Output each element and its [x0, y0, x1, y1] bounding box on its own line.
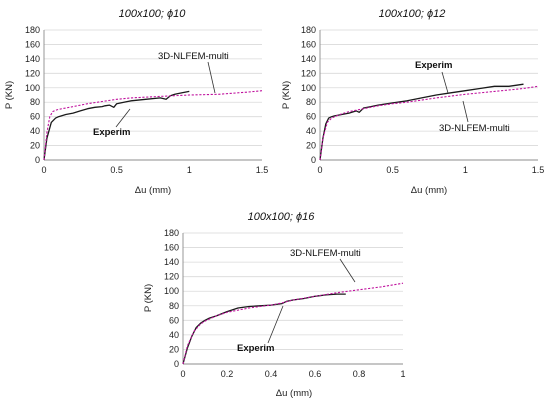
- chart-phi10-ytick-label: 0: [35, 155, 40, 165]
- chart-phi16-ytick-label: 0: [174, 359, 179, 369]
- chart-phi12-ytick-label: 60: [306, 112, 316, 122]
- chart-phi12-series: [319, 83, 539, 161]
- chart-phi12-ytick-label: 40: [306, 126, 316, 136]
- chart-phi12-xticks: 0 0.5 1 1.5: [317, 165, 544, 175]
- chart-phi10-ytick-label: 40: [30, 126, 40, 136]
- chart-phi12-ytick-label: 0: [311, 155, 316, 165]
- chart-phi16-series-experim: [182, 293, 346, 365]
- chart-phi12-grid: [320, 29, 538, 146]
- chart-phi16-ytick-label: 20: [169, 344, 179, 354]
- chart-phi12-annotation-model: 3D-NLFEM-multi: [439, 123, 510, 134]
- chart-phi12-annotation-experim: Experim: [415, 60, 453, 71]
- chart-phi10-xtick-label: 1: [187, 165, 192, 175]
- chart-phi12-ytick-label: 120: [301, 68, 316, 78]
- chart-phi16-xtick-label: 1: [400, 369, 405, 379]
- chart-phi16-xtick-label: 0.8: [353, 369, 366, 379]
- chart-phi16-xtick-label: 0.2: [221, 369, 234, 379]
- chart-phi10-ytick-label: 120: [25, 68, 40, 78]
- chart-phi12-leader-experim: [441, 71, 449, 94]
- chart-phi16-yticks: 0 20 40 60 80 100 120 140 160 180: [164, 228, 179, 369]
- chart-phi16-title: 100x100; ϕ16: [248, 211, 316, 223]
- chart-phi12-ytick-label: 160: [301, 39, 316, 49]
- chart-phi16-ytick-label: 140: [164, 257, 179, 267]
- chart-phi16-ylabel: P (KN): [143, 284, 154, 312]
- chart-phi12-xtick-label: 1.5: [532, 165, 545, 175]
- chart-phi10-ytick-label: 140: [25, 54, 40, 64]
- chart-phi16-series-3d-nlfem-multi: [182, 282, 404, 365]
- chart-phi16-ytick-label: 60: [169, 315, 179, 325]
- chart-phi16-ytick-label: 180: [164, 228, 179, 238]
- chart-phi10-ytick-label: 180: [25, 25, 40, 35]
- chart-phi12-ytick-label: 140: [301, 54, 316, 64]
- chart-phi16-xtick-label: 0: [180, 369, 185, 379]
- chart-phi10-leader-experim: [115, 108, 131, 128]
- chart-phi10-series-3d-nlfem-multi: [43, 90, 263, 161]
- chart-phi10-xtick-label: 1.5: [256, 165, 269, 175]
- chart-phi16-leader-experim: [267, 305, 284, 344]
- chart-phi12-leader-model: [462, 100, 469, 123]
- chart-phi12-series-experim: [319, 83, 524, 161]
- chart-phi16-ytick-label: 160: [164, 243, 179, 253]
- chart-phi16-grid: [183, 232, 403, 350]
- chart-phi12-xlabel: Δu (mm): [411, 185, 447, 196]
- chart-phi16-xtick-label: 0.4: [265, 369, 278, 379]
- chart-phi10-title: 100x100; ϕ10: [119, 8, 187, 20]
- chart-phi16-ytick-label: 40: [169, 330, 179, 340]
- chart-phi10-leader-model: [207, 61, 216, 94]
- chart-phi16-ytick-label: 80: [169, 301, 179, 311]
- chart-phi10-annotation-model: 3D-NLFEM-multi: [158, 51, 229, 62]
- chart-phi12-series-3d-nlfem-multi: [319, 85, 539, 161]
- chart-phi10-series-experim: [43, 90, 190, 161]
- chart-phi10-xtick-label: 0.5: [110, 165, 123, 175]
- chart-phi10-ytick-label: 60: [30, 112, 40, 122]
- chart-phi10-ytick-label: 100: [25, 83, 40, 93]
- chart-phi12-yticks: 0 20 40 60 80 100 120 140 160 180: [301, 25, 316, 165]
- chart-phi10-yticks: 0 20 40 60 80 100 120 140 160 180: [25, 25, 40, 165]
- chart-phi10-xtick-label: 0: [41, 165, 46, 175]
- chart-phi12-xtick-label: 1: [463, 165, 468, 175]
- chart-phi12-xtick-label: 0.5: [386, 165, 399, 175]
- chart-phi16-leader-model: [339, 258, 356, 283]
- chart-phi10-xticks: 0 0.5 1 1.5: [41, 165, 268, 175]
- chart-phi12-ytick-label: 20: [306, 141, 316, 151]
- chart-phi16-xticks: 0 0.2 0.4 0.6 0.8 1: [180, 369, 405, 379]
- chart-phi16-annotation-model: 3D-NLFEM-multi: [290, 248, 361, 259]
- chart-phi12-ytick-label: 80: [306, 97, 316, 107]
- chart-phi12-ylabel: P (KN): [281, 81, 292, 109]
- chart-phi10-xlabel: Δu (mm): [135, 185, 171, 196]
- chart-phi16-xlabel: Δu (mm): [276, 388, 312, 399]
- chart-phi16-xtick-label: 0.6: [309, 369, 322, 379]
- chart-phi10-grid: [44, 29, 262, 146]
- chart-phi10-ylabel: P (KN): [4, 81, 15, 109]
- chart-phi10-ytick-label: 80: [30, 97, 40, 107]
- chart-phi10-annotation-experim: Experim: [93, 127, 131, 138]
- chart-phi12-xtick-label: 0: [317, 165, 322, 175]
- chart-phi16-ytick-label: 120: [164, 272, 179, 282]
- chart-phi12-ytick-label: 180: [301, 25, 316, 35]
- chart-phi16-annotation-experim: Experim: [237, 343, 275, 354]
- chart-phi12-ytick-label: 100: [301, 83, 316, 93]
- chart-phi10-ytick-label: 160: [25, 39, 40, 49]
- chart-phi16-ytick-label: 100: [164, 286, 179, 296]
- chart-phi12-title: 100x100; ϕ12: [379, 8, 446, 20]
- chart-phi16-series: [182, 282, 404, 365]
- chart-phi10-series: [43, 90, 263, 161]
- chart-phi10-ytick-label: 20: [30, 141, 40, 151]
